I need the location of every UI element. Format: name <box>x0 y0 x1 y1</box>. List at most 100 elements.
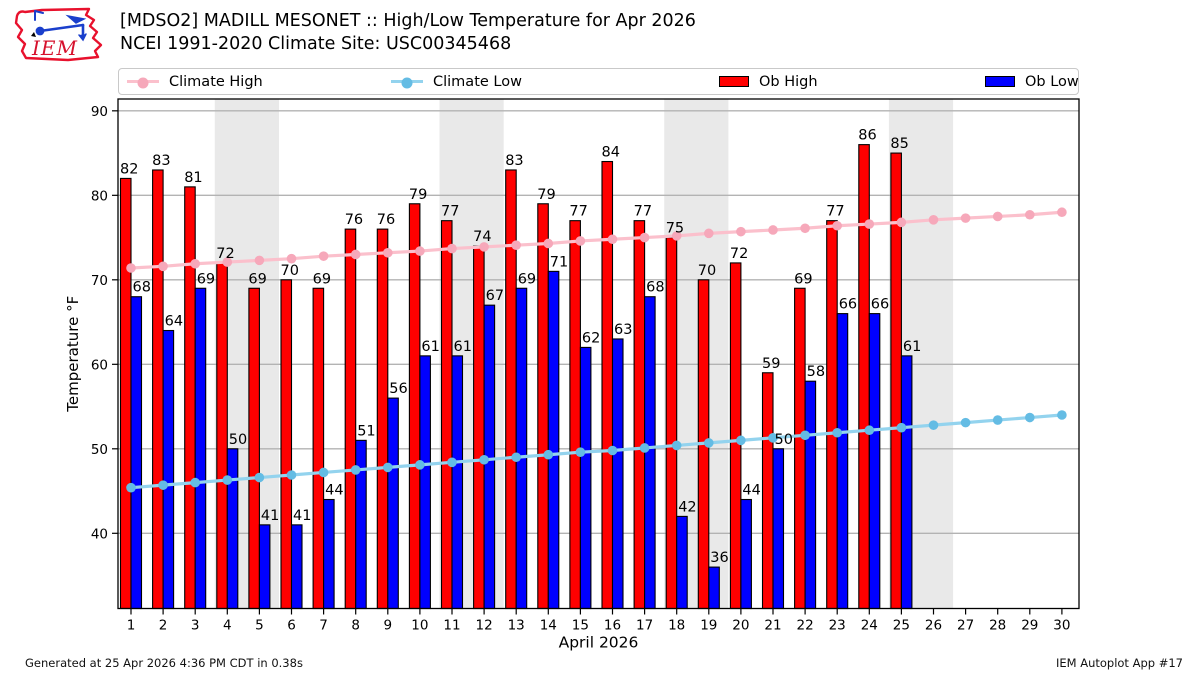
ob-low-value-label: 51 <box>357 423 375 439</box>
ob-low-bar <box>419 355 431 610</box>
ob-low-value-label: 36 <box>710 550 728 566</box>
climate-low-marker <box>992 415 1003 425</box>
ob-low-value-label: 56 <box>389 381 407 397</box>
x-tick-label: 27 <box>957 618 974 634</box>
weather-vane-icon <box>31 10 87 42</box>
climate-high-marker <box>190 258 200 269</box>
ob-high-value-label: 76 <box>377 212 395 228</box>
climate-high-marker <box>1057 207 1067 218</box>
ob-high-value-label: 79 <box>537 187 555 203</box>
y-axis-title: Temperature °F <box>64 296 82 413</box>
climate-low-marker <box>479 454 489 465</box>
app-credit-text: IEM Autoplot App #17 <box>1055 656 1183 670</box>
climate-high-marker <box>864 219 875 229</box>
ob-low-bar <box>323 498 335 610</box>
ob-high-bar <box>248 287 260 610</box>
ob-low-value-label: 66 <box>839 297 857 313</box>
climate-high-marker <box>318 251 329 261</box>
climate-high-marker <box>960 213 971 223</box>
climate-low-marker <box>896 422 907 433</box>
ob-high-bar <box>569 220 581 610</box>
climate-low-marker <box>254 472 265 483</box>
climate-low-marker <box>607 445 618 456</box>
x-tick-label: 24 <box>861 618 878 634</box>
ob-low-bar <box>226 448 239 610</box>
ob-low-value-label: 61 <box>903 339 921 355</box>
ob-high-bar <box>858 144 870 610</box>
ob-high-bar <box>794 287 806 610</box>
ob-low-bar <box>804 380 817 610</box>
legend-entry-climate-low: Climate Low <box>391 69 522 94</box>
climate-high-marker <box>1025 209 1035 220</box>
legend-label-ob-high: Ob High <box>759 73 818 90</box>
climate-low-marker <box>543 449 554 460</box>
x-tick-label: 22 <box>797 618 814 634</box>
climate-high-marker <box>511 240 521 250</box>
x-tick-label: 5 <box>255 618 264 634</box>
ob-low-swatch-icon <box>985 76 1015 87</box>
ob-high-value-label: 69 <box>794 271 812 287</box>
climate-high-marker <box>607 234 618 245</box>
ob-low-bar <box>708 566 720 610</box>
ob-high-value-label: 72 <box>730 246 748 262</box>
iem-logo-text: IEM <box>31 36 78 60</box>
climate-high-marker <box>992 211 1003 222</box>
ob-low-value-label: 63 <box>614 322 632 338</box>
ob-low-value-label: 64 <box>165 314 183 330</box>
ob-high-value-label: 77 <box>826 204 844 220</box>
climate-high-marker <box>350 249 361 260</box>
y-tick-label: 80 <box>91 188 108 204</box>
climate-low-marker <box>736 435 746 446</box>
ob-low-value-label: 58 <box>807 364 825 380</box>
climate-low-marker <box>350 465 361 475</box>
ob-high-bar <box>312 287 325 610</box>
y-tick-label: 90 <box>91 104 108 120</box>
x-tick-label: 6 <box>287 618 296 634</box>
x-tick-label: 10 <box>411 618 428 634</box>
ob-high-value-label: 83 <box>152 153 170 169</box>
climate-high-marker <box>768 225 778 235</box>
ob-low-value-label: 44 <box>742 483 760 499</box>
y-tick-label: 60 <box>91 357 108 373</box>
x-tick-label: 16 <box>604 618 621 634</box>
climate-high-swatch-icon <box>127 77 159 89</box>
ob-low-value-label: 69 <box>518 271 536 287</box>
ob-high-value-label: 70 <box>281 263 299 279</box>
ob-high-bar <box>376 228 389 610</box>
climate-low-marker <box>1057 410 1067 420</box>
legend-entry-climate-high: Climate High <box>127 69 263 94</box>
ob-high-value-label: 77 <box>634 204 652 220</box>
x-tick-label: 26 <box>925 618 942 634</box>
climate-low-line <box>129 413 1064 490</box>
x-tick-label: 28 <box>989 618 1006 634</box>
ob-low-bar <box>162 329 175 610</box>
ob-low-value-label: 69 <box>197 271 215 287</box>
ob-high-bar <box>216 262 228 610</box>
climate-high-marker <box>736 226 746 237</box>
y-tick-label: 50 <box>91 442 108 458</box>
ob-low-bar <box>547 270 560 610</box>
ob-high-bar <box>473 245 485 610</box>
climate-high-marker <box>575 236 586 246</box>
ob-high-value-label: 85 <box>890 136 908 152</box>
climate-low-marker <box>286 470 297 480</box>
climate-high-marker <box>415 246 425 256</box>
climate-high-marker <box>704 228 714 239</box>
ob-high-value-label: 77 <box>569 204 587 220</box>
ob-low-value-label: 68 <box>646 280 664 296</box>
x-tick-label: 14 <box>540 618 557 634</box>
climate-low-marker <box>832 427 842 438</box>
ob-low-value-label: 62 <box>582 330 600 346</box>
climate-high-marker <box>286 253 297 264</box>
ob-high-bar <box>729 262 742 610</box>
ob-high-bar <box>280 279 293 610</box>
x-tick-label: 2 <box>159 618 168 634</box>
climate-high-marker <box>543 238 554 249</box>
ob-high-bar <box>826 220 838 610</box>
legend-entry-ob-low: Ob Low <box>985 69 1079 94</box>
ob-low-value-label: 68 <box>133 280 151 296</box>
ob-low-bar <box>579 346 592 610</box>
ob-high-value-label: 74 <box>473 229 491 245</box>
legend-label-climate-high: Climate High <box>169 73 263 90</box>
